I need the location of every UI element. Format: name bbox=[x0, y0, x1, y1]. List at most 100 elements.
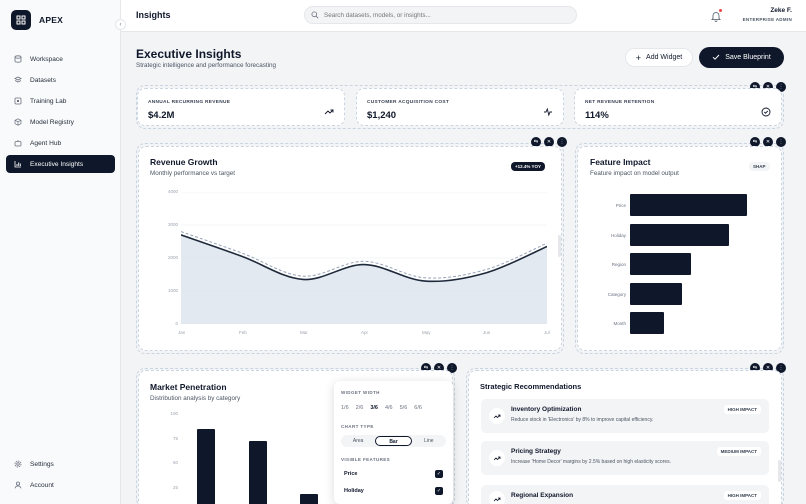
feature-bar[interactable] bbox=[630, 282, 683, 305]
sidebar-item-training-lab[interactable]: Training Lab bbox=[6, 92, 115, 110]
collapse-sidebar-button[interactable]: ‹ bbox=[115, 19, 126, 30]
more-icon: ⋮ bbox=[449, 365, 455, 371]
recommendation-item[interactable]: Pricing Strategy Increase 'Home Decor' m… bbox=[481, 441, 769, 475]
yoy-badge: +12.4% YOY bbox=[511, 162, 546, 171]
holiday-checkbox[interactable]: ✓ bbox=[435, 487, 443, 495]
kpi-card-cac[interactable]: CUSTOMER ACQUISITION COST $1,240 bbox=[356, 88, 564, 126]
chart-type-label: CHART TYPE bbox=[341, 424, 374, 429]
width-option[interactable]: 5/6 bbox=[399, 405, 408, 411]
more-button[interactable]: ⋮ bbox=[776, 82, 786, 92]
market-bar[interactable] bbox=[300, 494, 318, 504]
resize-button[interactable]: ⇆ bbox=[750, 82, 760, 92]
recs-scrollbar[interactable] bbox=[778, 460, 781, 482]
impact-badge: MEDIUM IMPACT bbox=[716, 447, 761, 456]
revenue-scrollbar[interactable] bbox=[558, 235, 561, 257]
remove-button[interactable]: ✕ bbox=[544, 137, 554, 147]
chart-type-toggle: Area Bar Line bbox=[341, 435, 446, 447]
layers-icon bbox=[14, 76, 22, 84]
recommendations-card bbox=[468, 370, 782, 504]
rec-desc: Increase 'Home Decor' margins by 2.5% ba… bbox=[511, 459, 672, 465]
revenue-title: Revenue Growth bbox=[150, 157, 218, 167]
resize-icon: ⇆ bbox=[752, 139, 758, 145]
recommendation-item[interactable]: Regional Expansion HIGH IMPACT bbox=[481, 485, 769, 504]
shap-badge: SHAP bbox=[749, 162, 770, 171]
resize-button[interactable]: ⇆ bbox=[750, 137, 760, 147]
resize-button[interactable]: ⇆ bbox=[750, 363, 760, 373]
sidebar-item-account[interactable]: Account bbox=[6, 476, 115, 494]
close-icon: ✕ bbox=[436, 365, 442, 371]
y-tick-label: 75 bbox=[172, 435, 178, 441]
resize-button[interactable]: ⇆ bbox=[421, 363, 431, 373]
market-bar[interactable] bbox=[248, 441, 267, 504]
cube-icon bbox=[14, 97, 22, 105]
kpi-card-arr[interactable]: ANNUAL RECURRING REVENUE $4.2M bbox=[137, 88, 345, 126]
feature-label: Category bbox=[607, 291, 626, 297]
resize-icon: ⇆ bbox=[752, 365, 758, 371]
recommendation-item[interactable]: Inventory Optimization Reduce stock in '… bbox=[481, 399, 769, 433]
feature-label: Holiday bbox=[610, 232, 626, 238]
close-icon: ✕ bbox=[546, 139, 552, 145]
feature-bar[interactable] bbox=[630, 253, 691, 275]
search-bar[interactable] bbox=[304, 6, 577, 24]
brand[interactable]: APEX bbox=[11, 10, 63, 30]
add-widget-button[interactable]: + Add Widget bbox=[625, 48, 693, 67]
y-tick-label: 2000 bbox=[167, 255, 178, 260]
more-button[interactable]: ⋮ bbox=[557, 137, 567, 147]
sidebar-item-agent-hub[interactable]: Agent Hub bbox=[6, 134, 115, 152]
market-bar[interactable] bbox=[197, 428, 215, 504]
impact-badge: HIGH IMPACT bbox=[723, 491, 761, 500]
width-option[interactable]: 6/6 bbox=[414, 405, 422, 411]
width-option[interactable]: 4/6 bbox=[384, 405, 393, 411]
kpi-label: ANNUAL RECURRING REVENUE bbox=[148, 100, 231, 105]
resize-icon: ⇆ bbox=[533, 139, 539, 145]
more-button[interactable]: ⋮ bbox=[447, 363, 457, 373]
sidebar-item-label: Settings bbox=[30, 460, 54, 468]
recs-title: Strategic Recommendations bbox=[480, 382, 582, 391]
revenue-chart bbox=[181, 192, 547, 324]
notifications-button[interactable] bbox=[710, 9, 722, 22]
bell-icon bbox=[711, 12, 721, 22]
width-option[interactable]: 2/6 bbox=[355, 405, 364, 411]
plus-icon: + bbox=[635, 52, 642, 63]
top-header: Insights Zeke F. ENTERPRISE ADMIN bbox=[121, 0, 806, 32]
y-tick-label: 50 bbox=[172, 460, 178, 465]
sidebar-item-workspace[interactable]: Workspace bbox=[6, 50, 115, 68]
user-name[interactable]: Zeke F. bbox=[770, 7, 792, 14]
remove-button[interactable]: ✕ bbox=[763, 82, 773, 92]
check-icon: ✓ bbox=[436, 471, 442, 477]
price-checkbox[interactable]: ✓ bbox=[435, 470, 443, 478]
check-icon bbox=[712, 53, 720, 63]
remove-button[interactable]: ✕ bbox=[763, 363, 773, 373]
feature-bar[interactable] bbox=[630, 312, 665, 334]
x-tick-label: Mar bbox=[300, 330, 308, 335]
save-blueprint-button[interactable]: Save Blueprint bbox=[699, 47, 784, 68]
more-button[interactable]: ⋮ bbox=[776, 137, 786, 147]
more-icon: ⋮ bbox=[559, 139, 565, 145]
revenue-series-line bbox=[181, 234, 547, 283]
sidebar-item-settings[interactable]: Settings bbox=[6, 455, 115, 473]
width-option[interactable]: 1/6 bbox=[341, 405, 349, 411]
width-option-selected[interactable]: 3/6 bbox=[370, 405, 378, 411]
gear-icon bbox=[14, 460, 22, 468]
search-input[interactable] bbox=[324, 11, 564, 19]
kpi-card-nrr[interactable]: NET REVENUE RETENTION 114% bbox=[574, 88, 782, 126]
trend-up-icon bbox=[489, 450, 505, 466]
sidebar-item-model-registry[interactable]: Model Registry bbox=[6, 113, 115, 131]
y-tick-label: 1000 bbox=[167, 288, 178, 293]
more-button[interactable]: ⋮ bbox=[776, 363, 786, 373]
feature-bar[interactable] bbox=[630, 223, 730, 246]
feature-bar[interactable] bbox=[630, 194, 747, 216]
close-icon: ✕ bbox=[765, 365, 771, 371]
impact-badge: HIGH IMPACT bbox=[723, 405, 761, 414]
chart-type-line[interactable]: Line bbox=[424, 438, 434, 444]
chart-type-bar[interactable]: Bar bbox=[375, 436, 412, 446]
remove-button[interactable]: ✕ bbox=[434, 363, 444, 373]
chart-type-area[interactable]: Area bbox=[352, 438, 364, 444]
remove-button[interactable]: ✕ bbox=[763, 137, 773, 147]
sidebar-item-datasets[interactable]: Datasets bbox=[6, 71, 115, 89]
width-options: 1/6 2/6 3/6 4/6 5/6 6/6 bbox=[341, 405, 422, 411]
resize-button[interactable]: ⇆ bbox=[531, 137, 541, 147]
x-tick-label: Jun bbox=[483, 330, 491, 335]
sidebar-item-executive-insights[interactable]: Executive Insights bbox=[6, 155, 115, 173]
widget-settings-popover: WIDGET WIDTH 1/6 2/6 3/6 4/6 5/6 6/6 CHA… bbox=[334, 381, 453, 504]
